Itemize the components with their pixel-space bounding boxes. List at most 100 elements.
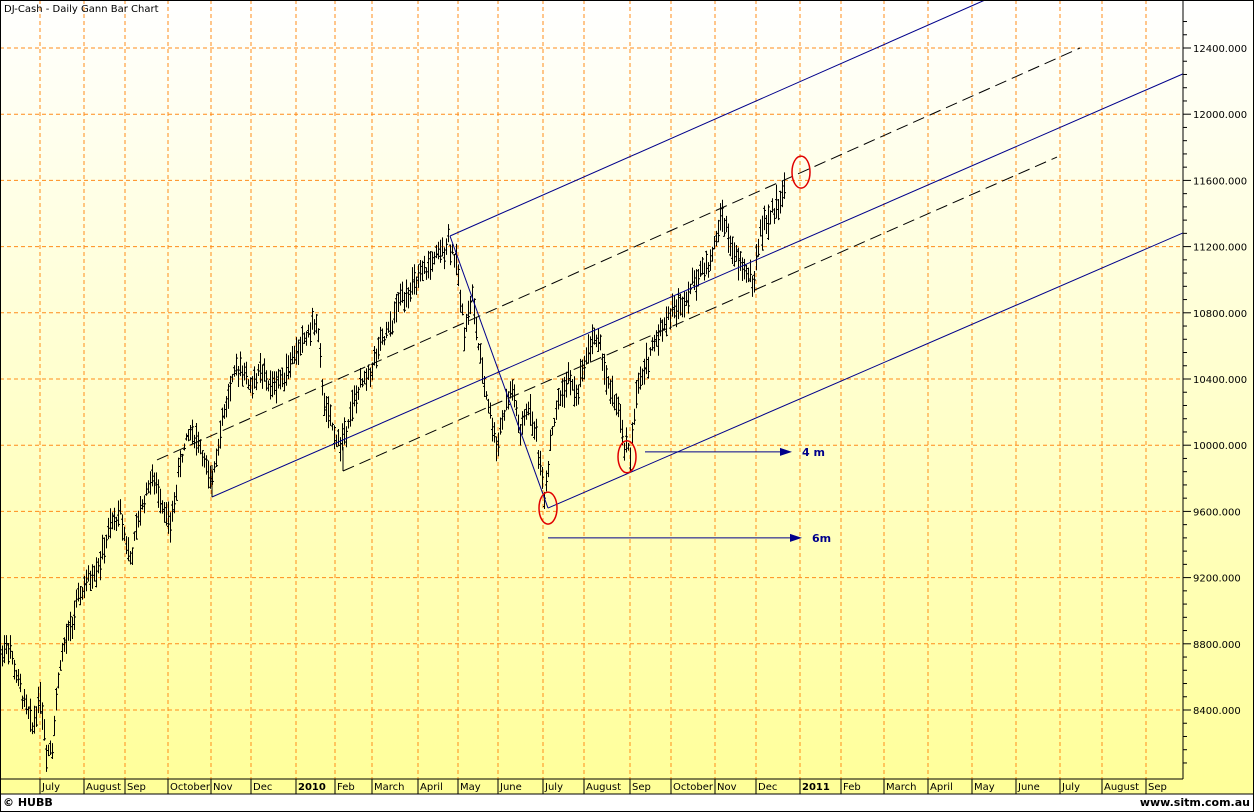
price-bar <box>303 332 306 344</box>
price-bar <box>235 353 238 376</box>
price-bar <box>419 259 422 282</box>
price-bar <box>299 336 302 356</box>
price-bar <box>755 243 758 271</box>
price-bar <box>531 411 534 436</box>
x-tick-label: August <box>86 782 121 793</box>
price-bar <box>57 672 60 689</box>
price-bar <box>31 722 34 735</box>
price-bar <box>341 423 344 451</box>
price-bar <box>683 291 686 318</box>
y-tick-label: 10000.000 <box>1193 441 1247 452</box>
price-bar <box>219 420 222 449</box>
price-bar <box>81 586 84 600</box>
price-bar <box>43 719 46 741</box>
price-bar <box>247 379 250 390</box>
price-bar <box>1 645 4 667</box>
price-bar <box>523 409 526 426</box>
price-bar <box>407 287 410 309</box>
gann-trend-line <box>449 235 549 509</box>
price-bar <box>701 257 704 275</box>
price-bar <box>417 264 420 288</box>
y-tick-label: 10400.000 <box>1193 375 1247 386</box>
price-bar <box>529 394 532 426</box>
price-bar <box>33 705 36 734</box>
price-bar <box>475 316 478 341</box>
price-bar <box>633 408 636 425</box>
price-bar <box>557 388 560 410</box>
price-bar <box>613 394 616 411</box>
price-bar <box>747 267 750 283</box>
price-bar <box>719 203 722 231</box>
price-bar <box>145 482 148 496</box>
x-tick-label: 2011 <box>802 782 830 793</box>
price-bar <box>501 410 504 430</box>
price-bar <box>423 255 426 274</box>
y-tick-label: 11600.000 <box>1193 176 1247 187</box>
x-tick-label: May <box>460 782 481 793</box>
price-bar <box>357 386 360 400</box>
price-bar <box>197 431 200 453</box>
price-bar <box>27 706 30 720</box>
price-bar <box>751 275 754 297</box>
price-bar <box>151 464 154 487</box>
price-bar <box>201 450 204 467</box>
price-bar <box>429 251 432 280</box>
x-tick-label: April <box>930 782 953 793</box>
price-bar <box>3 635 6 664</box>
price-bar <box>671 293 674 317</box>
price-bar <box>371 362 374 381</box>
price-bar <box>113 507 116 531</box>
price-bar <box>383 336 386 346</box>
arrow-head-icon <box>790 533 802 542</box>
price-bar <box>83 575 86 599</box>
price-bar <box>733 242 736 267</box>
highlight-circle <box>791 155 811 189</box>
price-bar <box>391 320 394 335</box>
price-bar <box>39 682 42 714</box>
price-bar <box>315 314 318 334</box>
price-bar <box>251 376 254 399</box>
price-bar <box>195 422 198 456</box>
price-bar <box>149 471 152 495</box>
x-tick-label: June <box>499 782 522 793</box>
x-tick-label: 2010 <box>298 782 326 793</box>
price-bar <box>687 281 690 314</box>
price-bar <box>213 461 216 473</box>
price-bar <box>467 300 470 325</box>
price-bar <box>11 650 14 665</box>
x-tick-label: June <box>1017 782 1040 793</box>
y-tick-label: 9200.000 <box>1193 574 1241 585</box>
price-bar <box>563 376 566 408</box>
price-bar <box>599 334 602 351</box>
price-bar <box>515 400 518 417</box>
price-bar <box>401 281 404 303</box>
price-bar <box>349 401 352 427</box>
price-bar <box>173 492 176 514</box>
price-bar <box>521 411 524 435</box>
price-bar <box>437 241 440 260</box>
price-bar <box>717 219 720 243</box>
price-bar <box>421 260 424 282</box>
price-bar <box>345 426 348 448</box>
price-bar <box>29 698 32 732</box>
price-bar <box>495 436 498 462</box>
price-bar <box>727 223 730 253</box>
price-bar <box>541 467 544 489</box>
price-bar <box>227 383 230 409</box>
price-bar <box>713 236 716 250</box>
website-link[interactable]: www.sitm.com.au <box>1139 796 1250 809</box>
price-bar <box>435 244 438 259</box>
price-bar <box>469 295 472 315</box>
price-bar <box>555 400 558 420</box>
price-bar <box>765 215 768 234</box>
price-bar <box>485 391 488 400</box>
price-bar <box>451 243 454 255</box>
price-bar <box>323 392 326 416</box>
price-bar <box>69 611 72 642</box>
price-bar <box>265 370 268 391</box>
price-bar <box>487 398 490 414</box>
price-bar <box>271 371 274 398</box>
price-bar <box>669 308 672 330</box>
price-bar <box>743 258 746 280</box>
price-bar <box>139 495 142 526</box>
